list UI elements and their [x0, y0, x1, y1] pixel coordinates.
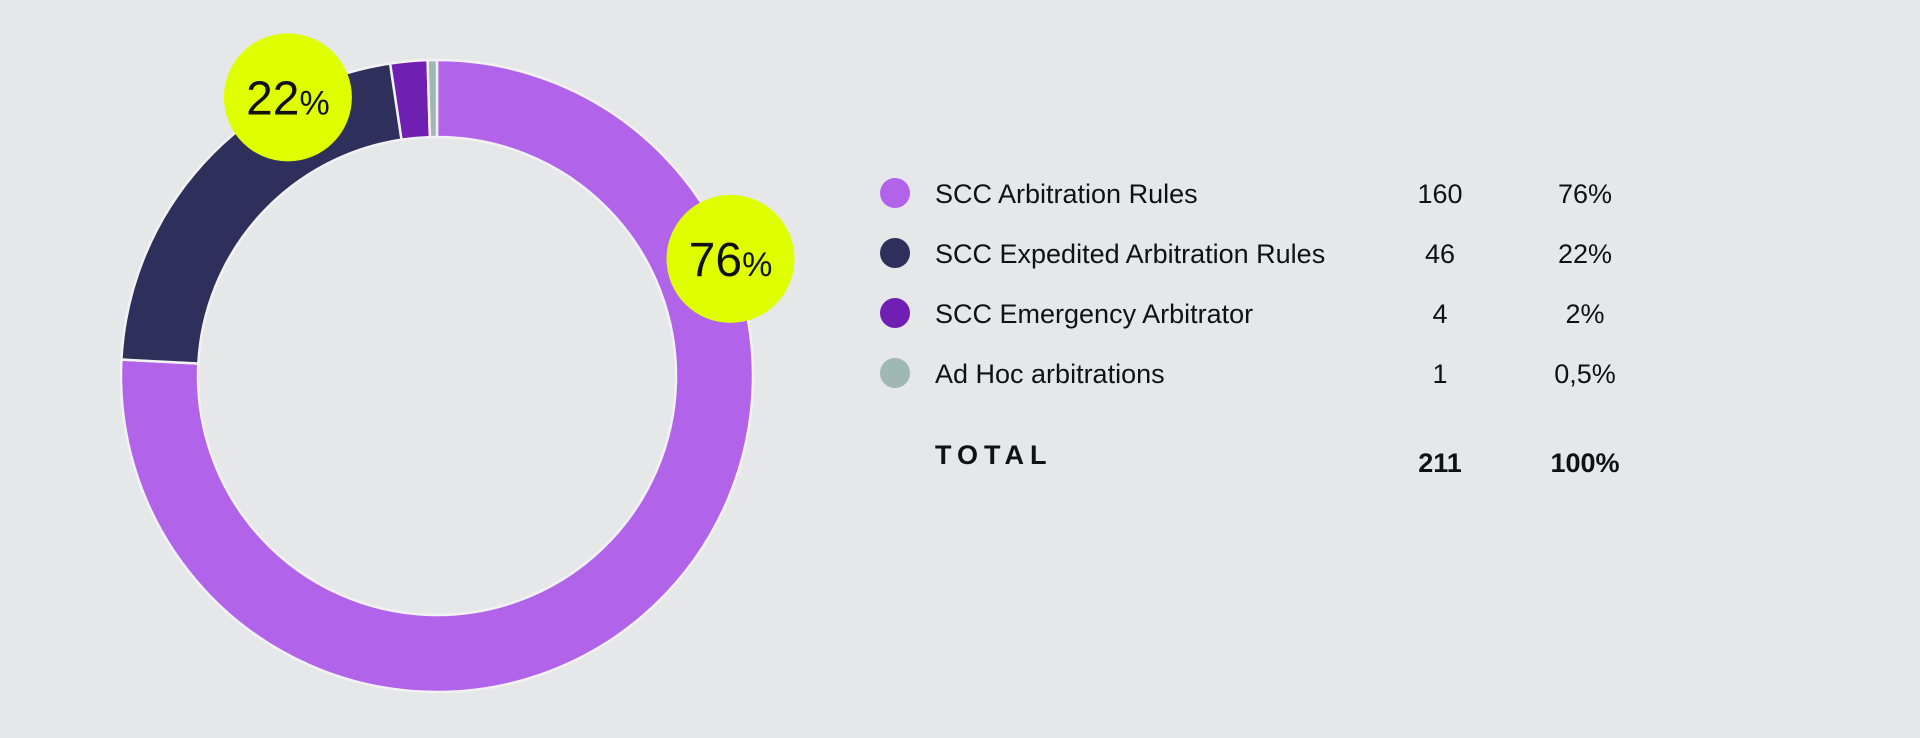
total-count: 211: [1418, 448, 1462, 478]
callout-circle: [666, 194, 795, 323]
callout-label: 22%: [246, 72, 330, 125]
total-label: TOTAL: [935, 440, 1053, 470]
legend-count: 160: [1417, 179, 1463, 209]
legend-percent: 76%: [1557, 179, 1613, 209]
legend-label: SCC Expedited Arbitration Rules: [935, 239, 1326, 269]
legend-count: 1: [1432, 359, 1448, 389]
legend-dot: [880, 358, 910, 388]
legend-dot: [880, 178, 910, 208]
donut-slice-scc-arbitration-rules: [119, 58, 755, 694]
donut-slice-ad-hoc-arbitrations: [426, 58, 439, 139]
legend-label: Ad Hoc arbitrations: [935, 359, 1165, 389]
callout-label: 76%: [689, 234, 773, 287]
callout-badge: 22%: [223, 33, 352, 162]
legend-row: SCC Expedited Arbitration Rules 46 22%: [880, 233, 1640, 273]
legend-row: SCC Emergency Arbitrator 4 2%: [880, 293, 1640, 333]
total-percent: 100%: [1550, 448, 1620, 478]
legend-percent: 22%: [1557, 239, 1613, 269]
total-row: TOTAL 211 100%: [880, 440, 1640, 480]
legend-count: 4: [1432, 299, 1448, 329]
legend-count: 46: [1424, 239, 1456, 269]
legend-label: SCC Emergency Arbitrator: [935, 299, 1254, 329]
legend-percent: 2%: [1565, 299, 1605, 329]
callout-circle: [223, 33, 352, 162]
legend-dot: [880, 298, 910, 328]
legend-label: SCC Arbitration Rules: [935, 179, 1198, 209]
legend-percent: 0,5%: [1554, 359, 1616, 389]
legend-row: SCC Arbitration Rules 160 76%: [880, 173, 1640, 213]
callout-badge: 76%: [666, 194, 795, 323]
legend-row: Ad Hoc arbitrations 1 0,5%: [880, 353, 1640, 393]
legend-dot: [880, 238, 910, 268]
